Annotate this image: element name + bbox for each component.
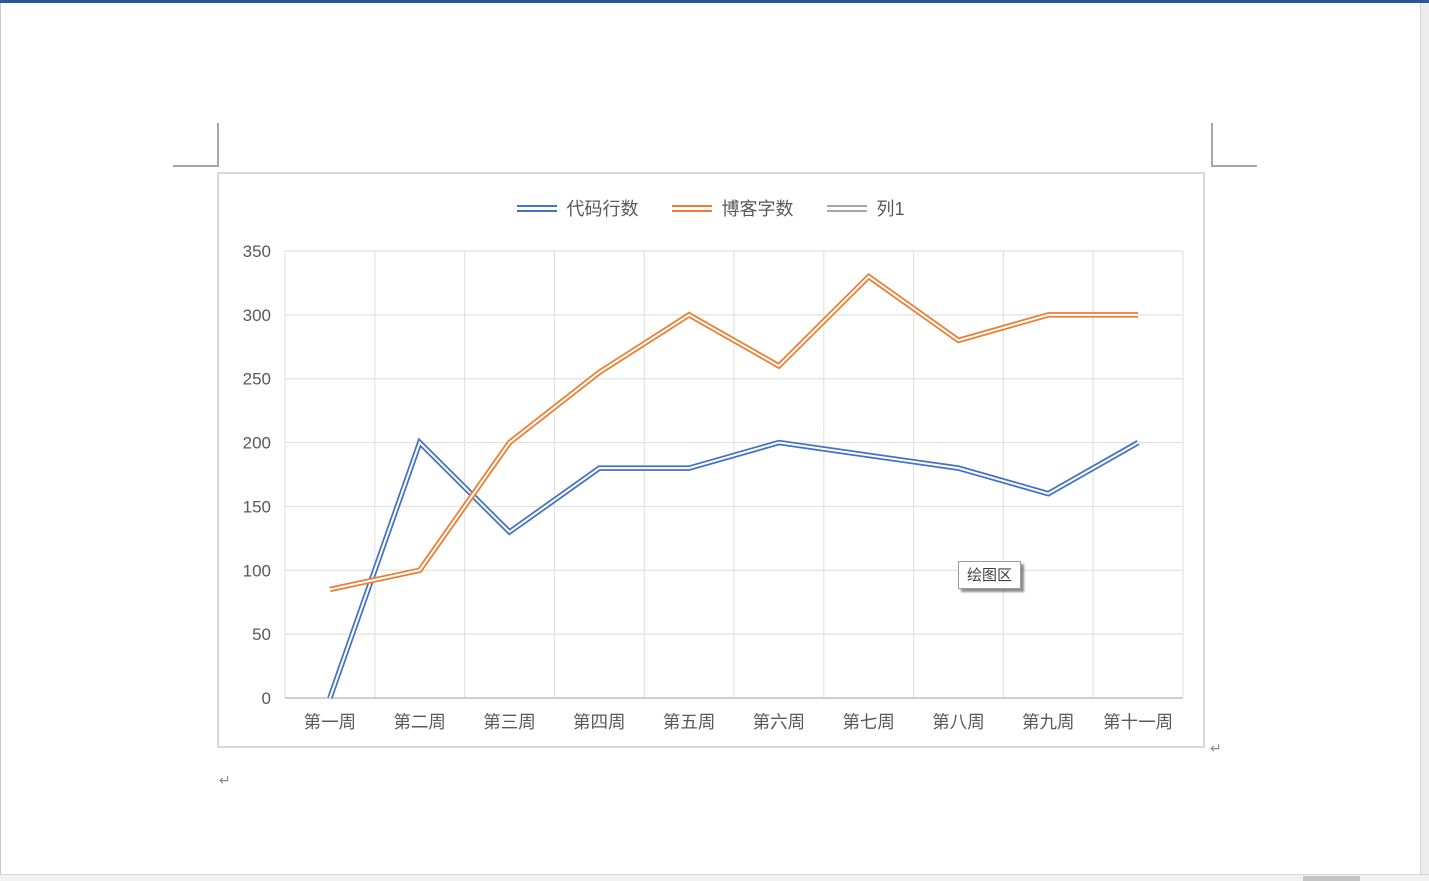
legend-label-blog-words: 博客字数 (721, 199, 794, 219)
series-line-core-1 (328, 440, 1139, 699)
line-chart: 350 300 250 200 150 100 50 0 第一周 第二周 第三周 第四周 第五周 第六周 第… (243, 242, 1184, 732)
legend-label-code-lines: 代码行数 (566, 199, 639, 219)
x-category-label: 第九周 (1022, 712, 1075, 732)
series-line-core-2 (329, 275, 1139, 591)
legend-swatch-column1 (827, 204, 868, 212)
horizontal-scrollbar-track[interactable] (0, 874, 1429, 881)
x-category-label: 第一周 (304, 712, 357, 732)
vertical-scrollbar[interactable] (1420, 3, 1429, 875)
plot-area-tooltip: 绘图区 (958, 561, 1022, 589)
x-category-label: 第八周 (932, 712, 985, 732)
legend-label-column1: 列1 (876, 199, 905, 219)
horizontal-scrollbar-thumb[interactable] (1303, 876, 1360, 881)
x-category-label: 第三周 (483, 712, 536, 732)
y-tick-label: 100 (243, 561, 271, 580)
chart-object[interactable]: 350 300 250 200 150 100 50 0 第一周 第二周 第三周 第四周 第五周 第六周 第… (217, 172, 1205, 748)
x-category-label: 第十一周 (1103, 712, 1173, 732)
y-tick-label: 200 (243, 434, 271, 453)
chart-legend: 代码行数 博客字数 列1 (219, 195, 1203, 221)
y-tick-label: 0 (262, 689, 271, 708)
x-category-label: 第七周 (842, 712, 895, 732)
x-category-label: 第四周 (573, 712, 626, 732)
text-boundary-corner-top-left (173, 123, 219, 167)
window-left-border (0, 3, 1, 875)
y-tick-label: 350 (243, 242, 271, 261)
y-tick-label: 50 (252, 625, 271, 644)
text-boundary-corner-top-right (1211, 123, 1257, 167)
legend-item-code-lines[interactable]: 代码行数 (517, 195, 638, 221)
y-tick-label: 150 (243, 497, 271, 516)
legend-swatch-code-lines (517, 204, 558, 212)
x-category-label: 第五周 (663, 712, 716, 732)
window-top-border (0, 0, 1429, 3)
paragraph-mark: ↵ (1210, 740, 1222, 756)
y-tick-label: 250 (243, 370, 271, 389)
paragraph-mark: ↵ (219, 772, 231, 788)
x-category-label: 第二周 (393, 712, 446, 732)
y-tick-label: 300 (243, 306, 271, 325)
legend-item-blog-words[interactable]: 博客字数 (672, 195, 793, 221)
x-category-label: 第六周 (753, 712, 806, 732)
legend-item-column1[interactable]: 列1 (827, 195, 905, 221)
legend-swatch-blog-words (672, 204, 713, 212)
